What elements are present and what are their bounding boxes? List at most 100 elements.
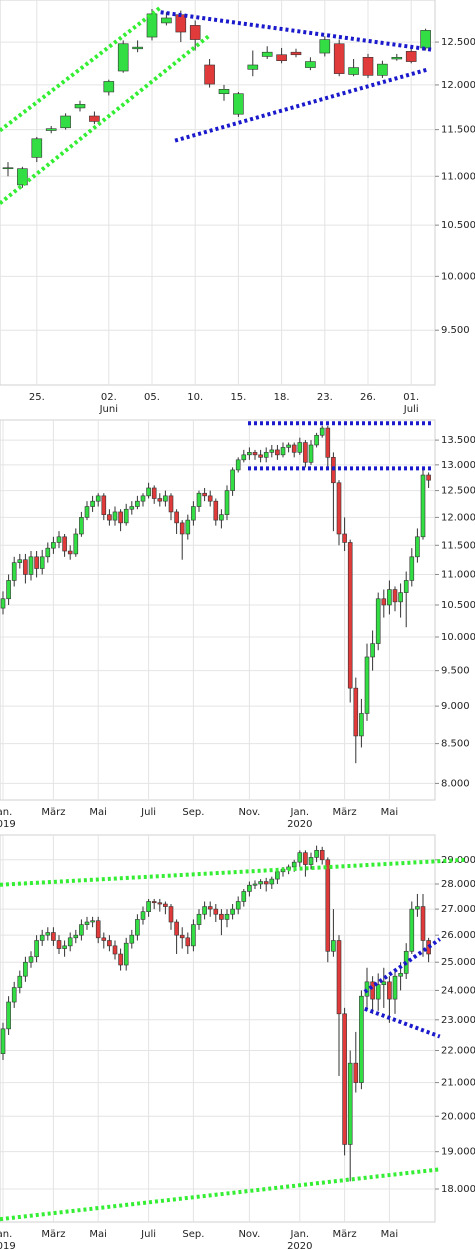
candle-body (34, 940, 39, 958)
candle-body (241, 454, 247, 461)
candle-body (247, 64, 259, 70)
candle-body (375, 984, 381, 1000)
candle-body (39, 556, 45, 569)
candle-body (132, 46, 143, 50)
candle-body (196, 913, 202, 925)
candle-body (347, 542, 353, 689)
candle-body (392, 589, 398, 603)
candle-body (409, 908, 415, 952)
candle-body (103, 81, 115, 93)
y-tick-label: 11.500 (441, 125, 475, 136)
candle-body (252, 883, 258, 886)
candle-body (391, 56, 403, 60)
candle-body (224, 490, 230, 515)
candle-body (62, 945, 67, 949)
x-tick-label: 15. (230, 392, 246, 403)
candle-body (140, 911, 146, 920)
candle-body (347, 1062, 353, 1145)
candle-body (305, 61, 316, 68)
candle-body (364, 656, 370, 714)
candle-body (403, 580, 409, 593)
candle-body (0, 598, 6, 609)
y-tick-label: 19.000 (441, 1147, 475, 1158)
candle-body (163, 903, 168, 907)
candle-body (117, 43, 129, 72)
candle-body (107, 940, 112, 947)
candle-body (286, 444, 291, 448)
x-tick-label: Juli (140, 1229, 156, 1240)
candle-body (202, 492, 207, 497)
candle-body (151, 487, 157, 499)
candle-body (56, 940, 62, 949)
candle-body (95, 920, 101, 939)
x-tick-sublabel: Juli (403, 404, 419, 415)
x-tick-label: Jan. (0, 807, 12, 818)
y-tick-label: 8.500 (441, 739, 470, 750)
candle-body (123, 942, 129, 966)
candle-body (387, 981, 392, 1000)
x-tick-label: März (41, 1229, 65, 1240)
x-tick-label: März (333, 807, 357, 818)
candle-body (290, 51, 302, 56)
candle-body (73, 533, 79, 555)
candle-body (101, 495, 107, 515)
candle-body (161, 17, 172, 24)
candle-body (269, 449, 275, 453)
candle-body (348, 67, 359, 75)
candle-body (252, 452, 258, 456)
candle-body (157, 902, 163, 905)
candle-body (207, 495, 213, 502)
plot-area (0, 0, 436, 386)
candle-body (179, 934, 185, 939)
candle-body (17, 559, 23, 563)
candle-body (174, 921, 179, 936)
candle-body (0, 1028, 6, 1054)
candle-body (112, 945, 118, 955)
candle-body (325, 427, 331, 458)
x-tick-label: Jan. (290, 807, 310, 818)
y-tick-label: 8.000 (441, 778, 470, 789)
candle-body (275, 871, 280, 880)
candle-body (196, 492, 202, 507)
candle-body (6, 1001, 11, 1030)
candle-body (269, 878, 275, 885)
candle-body (405, 51, 417, 62)
trend-line (174, 67, 430, 143)
x-tick-label: 05. (144, 392, 160, 403)
candle-body (233, 93, 244, 115)
candle-body (333, 43, 345, 74)
candle-body (263, 881, 269, 885)
candle-body (23, 559, 28, 575)
candle-body (157, 498, 163, 502)
x-tick-label: Mai (89, 1229, 107, 1240)
candle-body (415, 906, 420, 910)
candle-body (247, 452, 252, 456)
y-tick-label: 26.000 (441, 930, 475, 941)
y-tick-label: 23.000 (441, 1015, 475, 1026)
candle-body (303, 852, 308, 865)
y-tick-label: 18.000 (441, 1184, 475, 1195)
candle-body (230, 469, 235, 491)
candle-body (353, 1062, 359, 1083)
candle-body (308, 444, 314, 463)
y-tick-label: 21.000 (441, 1078, 475, 1089)
candle-body (303, 442, 308, 463)
candle-body (230, 908, 235, 915)
candle-body (291, 444, 297, 453)
candle-body (353, 687, 359, 737)
candle-body (325, 859, 331, 952)
y-tick-label: 12.500 (441, 37, 475, 48)
candle-body (331, 940, 336, 952)
candle-body (219, 913, 224, 920)
candle-body (213, 500, 219, 521)
candle-body (191, 506, 196, 521)
y-tick-label: 28.000 (441, 879, 475, 890)
candle-body (151, 901, 157, 904)
candle-body (297, 852, 303, 863)
candle-body (319, 850, 325, 861)
candle-body (79, 517, 84, 535)
candle-body (314, 850, 319, 858)
candle-body (377, 63, 388, 76)
candle-body (84, 921, 90, 925)
